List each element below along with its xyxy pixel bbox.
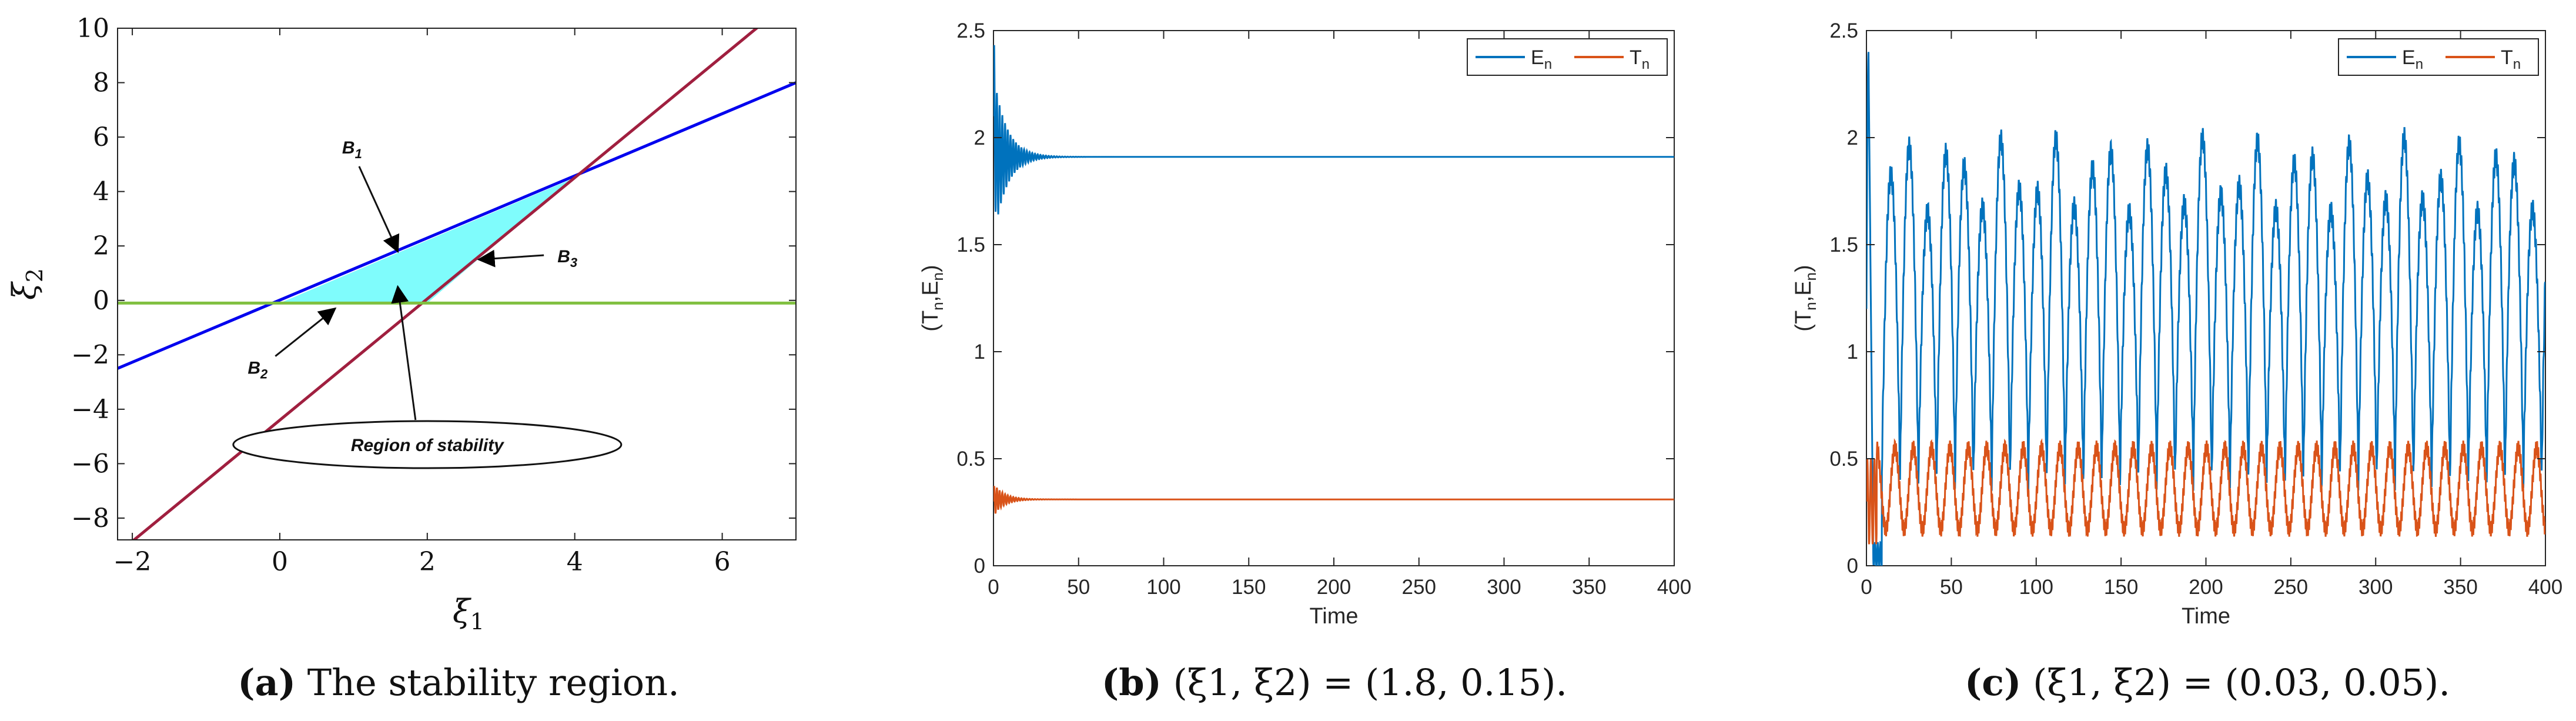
series-line-e bbox=[993, 45, 1674, 215]
x-tick-label: 100 bbox=[1146, 576, 1180, 599]
y-tick-label: 1.5 bbox=[956, 233, 985, 256]
y-tick-label: 4 bbox=[93, 177, 109, 207]
y-tick-label: 0.5 bbox=[956, 448, 985, 470]
y-axis-label: ξ2 bbox=[6, 268, 48, 300]
x-tick-label: 50 bbox=[1067, 576, 1090, 599]
series-line-t bbox=[993, 486, 1674, 514]
y-tick-label: 0.5 bbox=[1829, 448, 1858, 470]
x-axis-label: Time bbox=[2182, 604, 2230, 629]
x-tick-label: 350 bbox=[1572, 576, 1606, 599]
y-tick-label: 2 bbox=[974, 126, 985, 149]
boundary-line-b1 bbox=[118, 81, 796, 370]
legend-label-t: Tn bbox=[1630, 46, 1650, 72]
x-axis-label: ξ1 bbox=[453, 593, 484, 635]
y-tick-label: 1.5 bbox=[1829, 233, 1858, 256]
region-label-ellipse bbox=[232, 420, 623, 469]
boundary-label: B1 bbox=[342, 138, 362, 161]
series-group bbox=[1866, 52, 2545, 566]
axes-frame bbox=[993, 30, 1675, 566]
y-tick-label: −8 bbox=[71, 503, 109, 533]
series-line-e bbox=[1866, 52, 2545, 566]
y-tick-label: 0 bbox=[93, 286, 109, 316]
y-tick-label: −6 bbox=[71, 449, 109, 479]
boundary-lines bbox=[118, 28, 796, 540]
axes-frame bbox=[1866, 30, 2546, 566]
y-tick-label: 2 bbox=[1847, 126, 1858, 149]
annotation-arrow bbox=[477, 249, 544, 268]
y-tick-label: 2.5 bbox=[1829, 19, 1858, 42]
caption-b: (b) (ξ1, ξ2) = (1.8, 0.15). bbox=[1102, 661, 1567, 704]
x-axis-label: Time bbox=[1309, 604, 1358, 629]
x-tick-label: 6 bbox=[714, 547, 731, 577]
legend-label-e: En bbox=[2402, 46, 2423, 72]
region-label: Region of stability bbox=[351, 436, 504, 455]
axes-frame bbox=[117, 28, 797, 540]
series-line-t bbox=[1866, 438, 2545, 545]
boundary-label: B2 bbox=[247, 359, 268, 382]
x-tick-label: 350 bbox=[2443, 576, 2477, 599]
caption-a: (a) The stability region. bbox=[237, 661, 680, 704]
x-tick-label: 200 bbox=[1317, 576, 1351, 599]
x-tick-label: 150 bbox=[2104, 576, 2138, 599]
y-tick-label: 6 bbox=[93, 122, 109, 152]
legend: En Tn bbox=[1467, 38, 1668, 76]
annotation-arrow bbox=[358, 166, 400, 253]
x-tick-label: 0 bbox=[272, 547, 288, 577]
x-tick-label: 100 bbox=[2019, 576, 2053, 599]
series-group bbox=[993, 45, 1674, 514]
panel-a: −2 0 2 4 6 −8 −6 −4 −2 0 2 4 6 8 10 ξ1 ξ2 B1 B2 B3 Region of… bbox=[6, 14, 797, 635]
legend: En Tn bbox=[2338, 38, 2539, 76]
y-tick-label: 1 bbox=[974, 341, 985, 363]
y-axis-label: (Tn,En) bbox=[918, 265, 946, 331]
y-tick-label: 2 bbox=[93, 231, 109, 261]
x-tick-label: 150 bbox=[1232, 576, 1266, 599]
panel-b: 0 50 100 150 200 250 300 350 400 0 0.5 1 1.5 2 2.5 Time… bbox=[918, 19, 1691, 629]
x-tick-label: 400 bbox=[2528, 576, 2562, 599]
boundary-label: B3 bbox=[557, 247, 577, 270]
caption-c: (c) (ξ1, ξ2) = (0.03, 0.05). bbox=[1965, 661, 2450, 704]
x-tick-label: 2 bbox=[419, 547, 436, 577]
y-tick-label: 1 bbox=[1847, 341, 1858, 363]
stability-region bbox=[279, 179, 571, 303]
y-axis-label: (Tn,En) bbox=[1791, 265, 1819, 331]
x-tick-label: −2 bbox=[113, 547, 152, 577]
legend-label-t: Tn bbox=[2501, 46, 2521, 72]
x-tick-label: 200 bbox=[2189, 576, 2223, 599]
legend-label-e: En bbox=[1531, 46, 1552, 72]
boundary-line-b3 bbox=[132, 28, 759, 540]
y-tick-label: 8 bbox=[93, 68, 109, 98]
region-arrow bbox=[391, 285, 417, 420]
x-tick-label: 300 bbox=[1487, 576, 1521, 599]
x-tick-label: 4 bbox=[567, 547, 583, 577]
y-tick-label: 0 bbox=[974, 555, 985, 578]
y-tick-label: 2.5 bbox=[956, 19, 985, 42]
y-tick-label: −4 bbox=[71, 395, 109, 425]
y-tick-label: 0 bbox=[1847, 555, 1858, 578]
annotation-arrow bbox=[275, 307, 337, 357]
x-tick-label: 50 bbox=[1940, 576, 1963, 599]
x-tick-label: 250 bbox=[2274, 576, 2308, 599]
x-tick-label: 0 bbox=[988, 576, 999, 599]
y-tick-label: −2 bbox=[71, 340, 109, 370]
y-tick-label: 10 bbox=[76, 14, 109, 44]
panel-c: 0 50 100 150 200 250 300 350 400 0 0.5 1 1.5 2 2.5 Time… bbox=[1791, 19, 2562, 629]
x-tick-label: 400 bbox=[1657, 576, 1691, 599]
x-tick-label: 300 bbox=[2358, 576, 2393, 599]
x-tick-label: 0 bbox=[1861, 576, 1872, 599]
x-tick-label: 250 bbox=[1402, 576, 1436, 599]
